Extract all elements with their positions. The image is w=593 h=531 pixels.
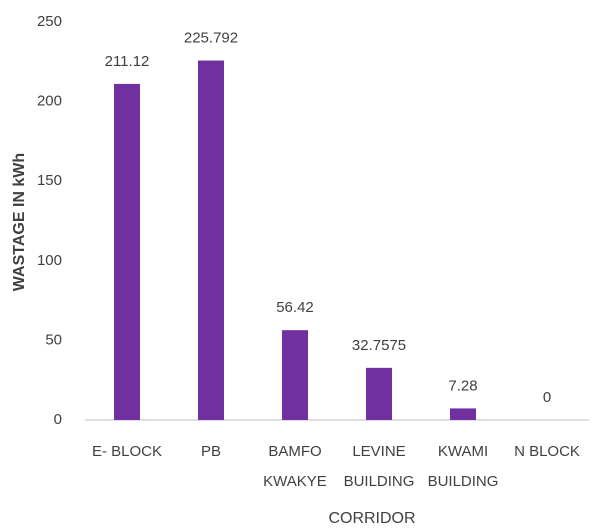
x-tick-label: KWAMI BUILDING [428, 443, 499, 490]
data-label: 32.7575 [352, 337, 406, 354]
bar [282, 330, 308, 420]
x-axis-title: CORRIDOR [328, 510, 415, 527]
x-tick-label: E- BLOCK [92, 443, 162, 460]
bar [450, 408, 476, 420]
data-label: 0 [543, 389, 551, 406]
y-axis-title: WASTAGE IN kWh [11, 153, 28, 291]
x-tick-label: N BLOCK [514, 443, 580, 460]
bar [366, 367, 392, 420]
bar [114, 83, 140, 420]
data-label: 7.28 [448, 377, 477, 394]
data-label: 56.42 [276, 299, 314, 316]
y-tick-label: 0 [54, 411, 62, 428]
y-tick-label: 250 [37, 13, 62, 30]
y-tick-label: 50 [45, 331, 62, 348]
bar [198, 60, 224, 421]
x-tick-label: BAMFO KWAKYE [263, 443, 327, 490]
x-tick-label: LEVINE BUILDING [344, 443, 415, 490]
y-tick-label: 200 [37, 93, 62, 110]
data-label: 211.12 [105, 53, 150, 70]
y-tick-label: 100 [37, 252, 62, 269]
x-tick-label: PB [201, 443, 221, 460]
data-label: 225.792 [184, 30, 238, 47]
y-tick-label: 150 [37, 172, 62, 189]
